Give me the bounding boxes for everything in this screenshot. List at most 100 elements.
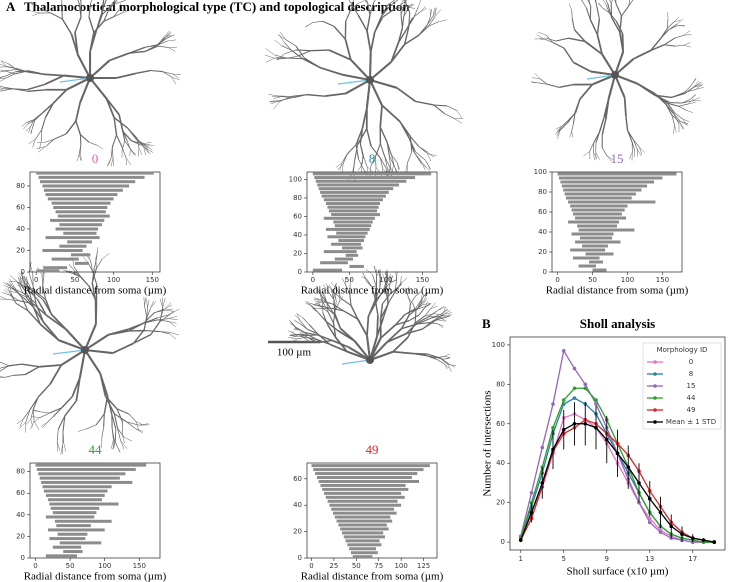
x-tick-label: 100	[621, 276, 634, 284]
neurite	[674, 124, 677, 133]
bar	[338, 523, 387, 527]
bar	[349, 264, 364, 268]
y-tick-label: 0	[298, 268, 302, 276]
neurite	[73, 266, 81, 277]
bar	[570, 204, 628, 208]
bar	[36, 171, 154, 175]
neurite	[601, 53, 616, 76]
neurite	[408, 303, 412, 316]
neurite	[585, 7, 591, 20]
neurite	[389, 288, 397, 295]
neurite	[583, 151, 590, 157]
neurite	[63, 270, 71, 272]
neurite	[27, 294, 34, 308]
neurite	[131, 140, 141, 146]
y-tick-label: 0	[501, 538, 505, 546]
neurite	[89, 32, 95, 52]
neurite	[344, 79, 371, 95]
neurite	[554, 129, 561, 135]
neurite	[32, 119, 36, 128]
neurite	[369, 79, 383, 106]
neurite	[683, 30, 691, 36]
neurite	[14, 287, 23, 298]
neurite	[663, 37, 676, 46]
neurite	[343, 310, 359, 320]
neurite	[105, 97, 120, 116]
neurite	[23, 409, 31, 419]
neurite	[281, 45, 292, 51]
bar	[45, 554, 78, 558]
neurite	[4, 375, 14, 378]
neurite	[379, 126, 388, 143]
neurite	[103, 11, 109, 22]
neurite	[295, 49, 311, 52]
neurite	[111, 428, 114, 440]
neurite	[274, 54, 287, 59]
neurite	[433, 104, 448, 107]
bar	[333, 220, 373, 224]
axon	[52, 349, 86, 355]
neurite	[396, 87, 417, 103]
neurite	[441, 315, 451, 318]
x-tick-label: 100	[98, 562, 111, 570]
neurite	[361, 276, 368, 280]
neurite	[408, 314, 420, 322]
neurite	[146, 298, 148, 308]
y-tick-label: 60	[538, 208, 547, 216]
point	[529, 510, 534, 515]
neurite	[103, 16, 114, 22]
bar	[334, 257, 354, 261]
neurite	[365, 79, 372, 108]
y-tick-label: 80	[16, 468, 25, 476]
neurite	[18, 300, 34, 305]
neurite	[170, 308, 180, 315]
axon	[59, 77, 91, 83]
neurite	[280, 97, 293, 101]
point	[701, 538, 706, 542]
point	[647, 520, 652, 525]
neurite	[170, 332, 179, 336]
neurite	[273, 96, 282, 99]
neurite	[157, 314, 168, 319]
neurite	[318, 312, 327, 322]
bar	[557, 172, 677, 176]
neurite	[304, 57, 321, 69]
neurite	[35, 129, 43, 140]
neurite	[349, 58, 371, 81]
y-tick-label: 60	[16, 203, 25, 211]
y-tick-label: 100	[492, 341, 505, 349]
x-tick-label: 13	[645, 555, 654, 563]
neurite	[596, 6, 600, 20]
neurite	[3, 86, 15, 90]
neurite	[95, 258, 103, 269]
neurite	[118, 3, 121, 11]
legend-label: 44	[687, 394, 696, 402]
bar	[323, 216, 375, 220]
bar	[57, 214, 110, 218]
bar	[579, 236, 613, 240]
bar	[582, 244, 608, 248]
neurite	[403, 0, 407, 6]
bar	[320, 190, 389, 194]
neurite	[560, 122, 568, 130]
neurite	[322, 20, 335, 27]
neurite	[636, 148, 638, 157]
soma	[86, 74, 94, 82]
neurite	[32, 396, 39, 410]
bar	[331, 507, 394, 511]
neurite	[654, 93, 667, 105]
neurite	[569, 131, 572, 138]
neurite	[387, 282, 391, 293]
neurite	[146, 307, 152, 318]
neurite	[615, 0, 617, 5]
neurite	[380, 304, 389, 319]
neurite	[324, 282, 332, 290]
neurite	[415, 299, 422, 309]
neurite	[110, 147, 113, 158]
y-tick-label: 40	[16, 225, 25, 233]
neurite	[417, 298, 422, 309]
neurite	[406, 328, 423, 335]
neurite	[320, 299, 327, 308]
neurite	[125, 157, 132, 166]
neurite	[341, 163, 344, 173]
